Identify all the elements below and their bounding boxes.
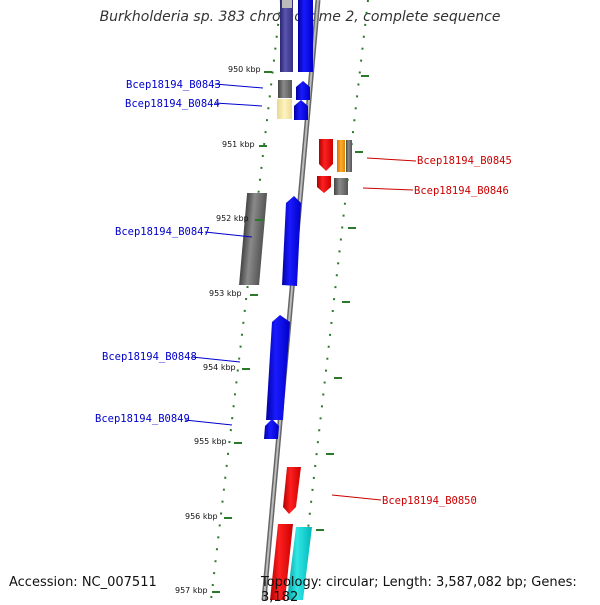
leader-line [214,83,264,89]
cds-b0844 [294,100,308,120]
gene-label-b0849[interactable]: Bcep18194_B0849 [95,413,190,425]
feature-cyan-bottom [287,527,312,600]
feature-blue-top [298,0,313,72]
feature-gray-0846 [334,178,348,195]
cds-b0849 [264,419,279,439]
cds-b0848 [266,315,290,420]
leader-line [204,231,253,238]
cds-b0850 [283,467,301,514]
gene-label-b0846[interactable]: Bcep18194_B0846 [414,185,509,197]
tick-label: 957 kbp [175,586,208,595]
gene-label-b0843[interactable]: Bcep18194_B0843 [126,79,221,91]
feature-gray-0845 [346,140,352,172]
gene-label-b0850[interactable]: Bcep18194_B0850 [382,495,477,507]
tick-label: 950 kbp [228,65,261,74]
leader-line [362,187,414,191]
cds-b0846 [317,176,331,193]
tick-label: 953 kbp [209,289,242,298]
feature-gray-0847 [239,193,268,285]
gene-label-b0845[interactable]: Bcep18194_B0845 [417,155,512,167]
feature-purple [280,0,293,72]
cds-b0847 [282,196,301,286]
leader-line [191,356,241,363]
tick-label: 956 kbp [185,512,218,521]
gene-label-b0844[interactable]: Bcep18194_B0844 [125,98,220,110]
topology-summary: Topology: circular; Length: 3,587,082 bp… [261,575,577,605]
feature-gray-0843 [278,80,292,98]
guide-dots [210,0,369,600]
cds-b0845 [319,139,333,171]
scale-ticks: 950 kbp 951 kbp 952 kbp 953 kbp 954 kbp … [175,65,369,595]
gene-labels[interactable]: Bcep18194_B0843 Bcep18194_B0844 Bcep1819… [95,79,512,507]
tick-label: 955 kbp [194,437,227,446]
leader-line [184,419,233,426]
tick-label: 954 kbp [203,363,236,372]
cds-b0843 [296,81,310,100]
cds-red-bottom [270,524,293,600]
gene-label-b0847[interactable]: Bcep18194_B0847 [115,226,210,238]
tick-label: 952 kbp [216,214,249,223]
leader-line [331,494,382,501]
tick-label: 951 kbp [222,140,255,149]
leader-line [366,157,417,162]
gene-label-b0848[interactable]: Bcep18194_B0848 [102,351,197,363]
feature-gray-top [282,0,292,8]
leader-line [214,102,263,107]
feature-orange [337,140,345,172]
accession-text: Accession: NC_007511 [9,575,157,590]
feature-pale-0844 [277,99,292,119]
